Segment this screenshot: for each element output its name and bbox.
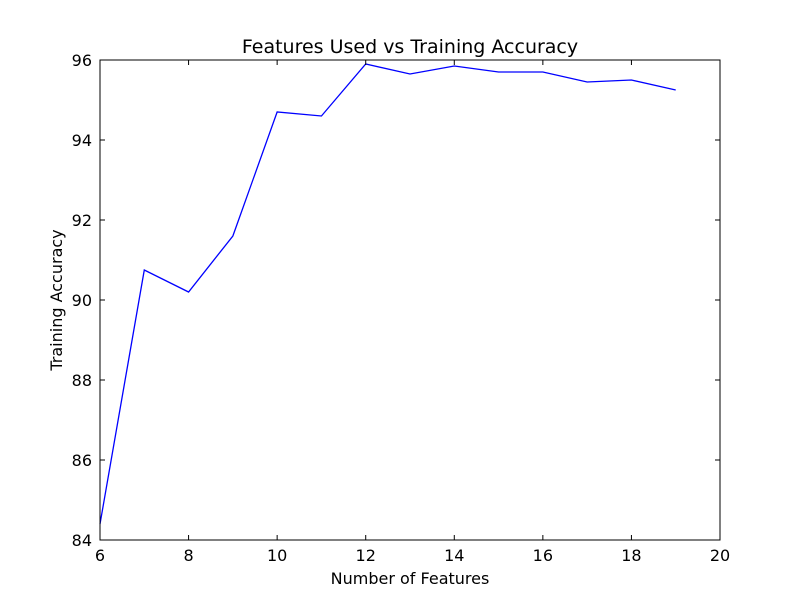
y-tick-label: 84 [72,531,92,550]
axis-ticks [99,59,721,541]
y-tick-label: 86 [72,451,92,470]
y-tick-label: 92 [72,211,92,230]
axis-tick-labels: 6 8 10 12 14 16 18 20 84 86 88 90 92 94 96 [72,51,731,565]
y-tick-label: 90 [72,291,92,310]
x-tick-label: 12 [356,546,376,565]
x-tick-label: 16 [533,546,553,565]
x-tick-label: 10 [267,546,287,565]
y-axis-label: Training Accuracy [47,229,66,371]
y-tick-label: 96 [72,51,92,70]
series-line-0 [99,63,676,525]
x-tick-label: 8 [183,546,193,565]
y-tick-label: 94 [72,131,92,150]
x-tick-label: 6 [95,546,105,565]
y-tick-label: 88 [72,371,92,390]
x-tick-label: 18 [621,546,641,565]
x-tick-label: 14 [444,546,464,565]
x-tick-label: 20 [710,546,730,565]
x-axis-label: Number of Features [331,569,490,588]
chart-title: Features Used vs Training Accuracy [242,36,578,58]
